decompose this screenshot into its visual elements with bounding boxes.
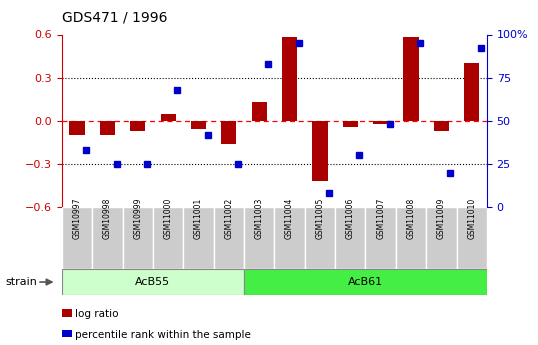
- Text: percentile rank within the sample: percentile rank within the sample: [75, 330, 251, 339]
- Bar: [396, 207, 426, 269]
- Text: GSM11003: GSM11003: [254, 198, 264, 239]
- Bar: [434, 121, 449, 131]
- Bar: [282, 37, 297, 121]
- Text: AcB61: AcB61: [348, 277, 383, 287]
- Bar: [373, 121, 388, 124]
- Text: GSM10999: GSM10999: [133, 198, 142, 239]
- Text: GSM11002: GSM11002: [224, 198, 233, 239]
- Text: GSM11006: GSM11006: [346, 198, 355, 239]
- Text: AcB55: AcB55: [136, 277, 171, 287]
- Bar: [191, 121, 206, 129]
- Text: GSM11005: GSM11005: [315, 198, 324, 239]
- Text: GSM11007: GSM11007: [376, 198, 385, 239]
- Text: GSM11000: GSM11000: [164, 198, 173, 239]
- Bar: [62, 269, 244, 295]
- Bar: [244, 269, 487, 295]
- Bar: [244, 207, 274, 269]
- Text: GSM11009: GSM11009: [437, 198, 446, 239]
- Bar: [183, 207, 214, 269]
- Text: GSM10997: GSM10997: [73, 198, 82, 239]
- Bar: [404, 37, 419, 121]
- Text: GDS471 / 1996: GDS471 / 1996: [62, 10, 167, 24]
- Bar: [343, 121, 358, 127]
- Bar: [214, 207, 244, 269]
- Bar: [221, 121, 236, 144]
- Text: GSM11004: GSM11004: [285, 198, 294, 239]
- Bar: [160, 114, 176, 121]
- Text: GSM10998: GSM10998: [103, 198, 112, 239]
- Bar: [305, 207, 335, 269]
- Bar: [313, 121, 328, 181]
- Bar: [123, 207, 153, 269]
- Text: strain: strain: [5, 277, 37, 287]
- Bar: [62, 207, 92, 269]
- Text: GSM11010: GSM11010: [467, 198, 476, 239]
- Bar: [252, 102, 267, 121]
- Bar: [457, 207, 487, 269]
- Text: log ratio: log ratio: [75, 309, 119, 319]
- Bar: [153, 207, 183, 269]
- Text: GSM11001: GSM11001: [194, 198, 203, 239]
- Bar: [100, 121, 115, 135]
- Bar: [464, 63, 479, 121]
- Bar: [130, 121, 145, 131]
- Bar: [426, 207, 457, 269]
- Bar: [335, 207, 365, 269]
- Text: GSM11008: GSM11008: [407, 198, 415, 239]
- Bar: [274, 207, 305, 269]
- Bar: [365, 207, 396, 269]
- Bar: [69, 121, 84, 135]
- Bar: [92, 207, 123, 269]
